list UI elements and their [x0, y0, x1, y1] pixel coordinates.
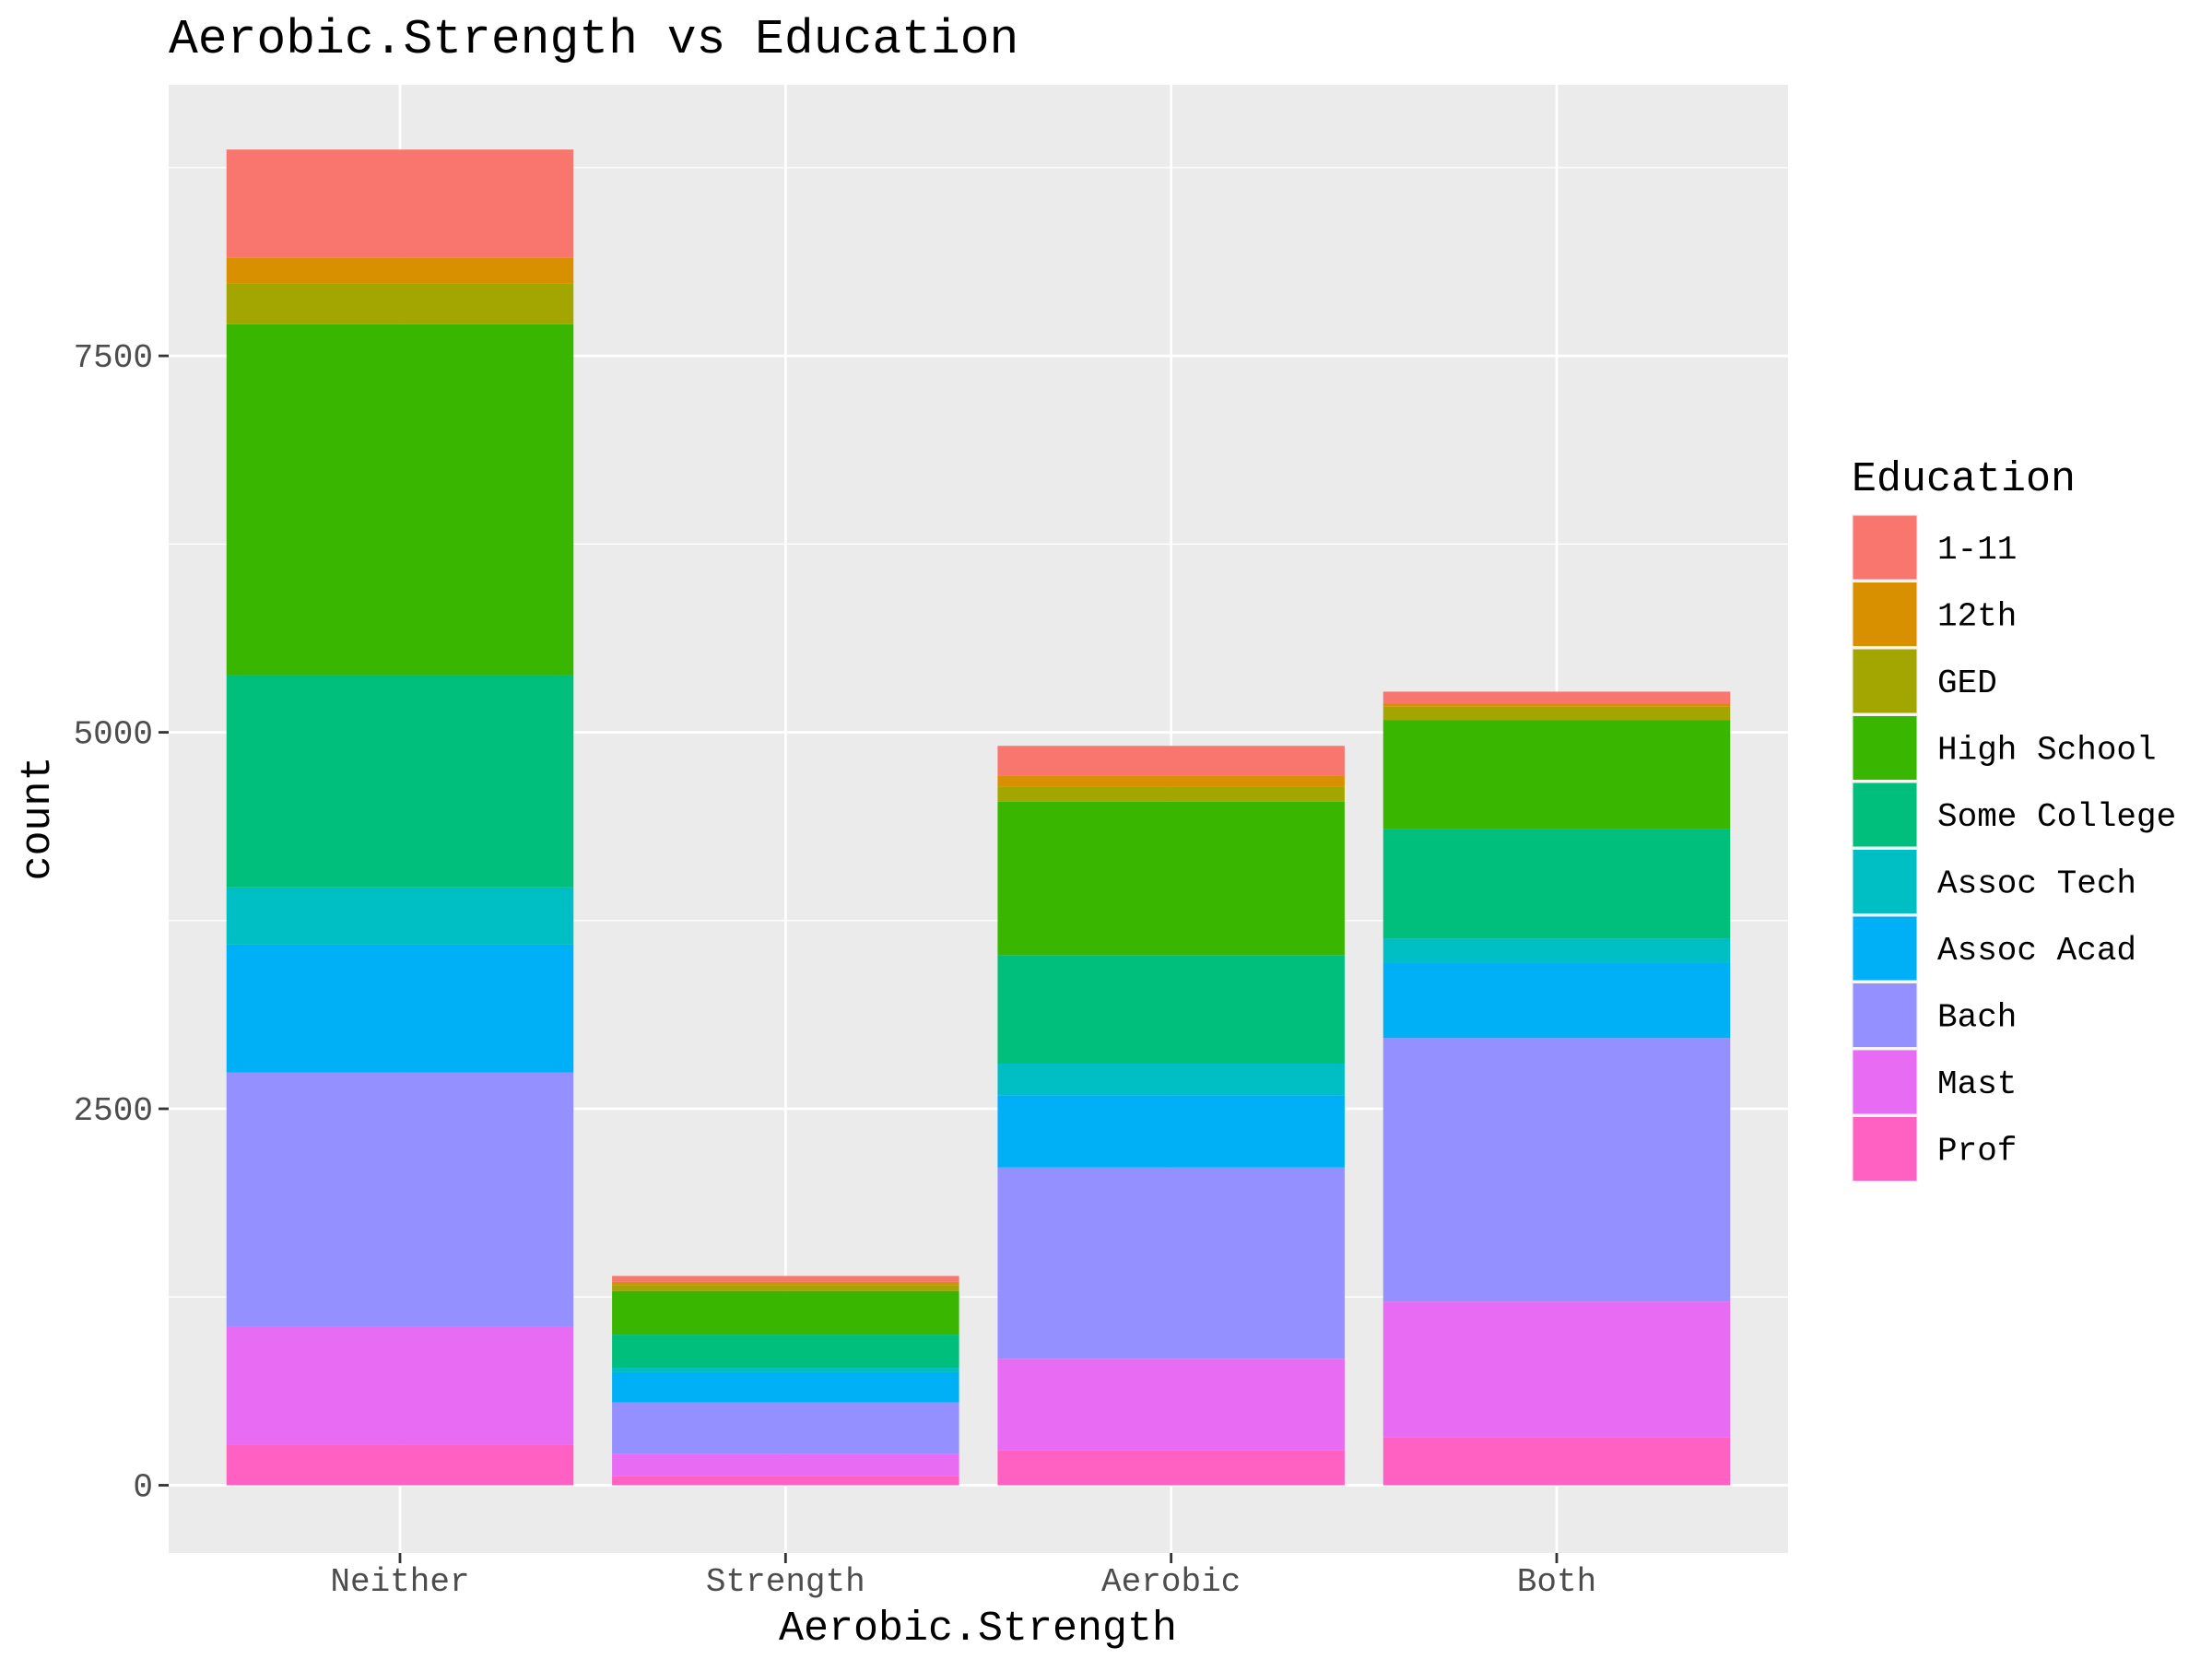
bar-segment-high-school	[612, 1290, 959, 1335]
bar-segment-1-11	[612, 1276, 959, 1282]
bar-stack-both	[1382, 691, 1731, 1486]
y-axis-title: count	[15, 756, 62, 880]
bar-segment-1-11	[997, 746, 1345, 776]
bar-segment-ged	[226, 283, 574, 324]
legend-item: High School	[1852, 714, 2157, 782]
legend-key-swatch	[1853, 515, 1917, 580]
legend-items: 1-11 12th GED High School Some College Assoc …	[1852, 514, 2176, 1182]
legend-label: GED	[1937, 665, 1997, 702]
x-tick-label: Neither	[330, 1563, 469, 1601]
bar-segment-bach	[1382, 1038, 1731, 1302]
bar-segment-some-college	[226, 675, 574, 888]
x-tick-label: Strength	[706, 1563, 865, 1601]
y-tick-label: 7500	[74, 339, 153, 377]
bar-segment-bach	[226, 1072, 574, 1327]
bar-segment-bach	[612, 1402, 959, 1454]
bar-segment-some-college	[1382, 829, 1731, 939]
legend-title: Education	[1852, 456, 2076, 503]
bar-segment-high-school	[997, 801, 1345, 956]
bar-segment-mast	[226, 1326, 574, 1445]
bar-segment-ged	[612, 1285, 959, 1291]
bar-stack-neither	[226, 149, 574, 1486]
legend-label: Prof	[1937, 1133, 2017, 1171]
y-tick-label: 5000	[74, 716, 153, 754]
bar-segment-ged	[997, 786, 1345, 802]
legend-key-swatch	[1853, 1050, 1917, 1114]
legend: Education 1-11 12th GED High School Some Col…	[1852, 456, 2176, 1182]
legend-key-swatch	[1853, 983, 1917, 1047]
legend-label: Assoc Acad	[1937, 932, 2136, 970]
x-tick-label: Both	[1517, 1563, 1596, 1601]
legend-label: 12th	[1937, 598, 2017, 636]
legend-key-swatch	[1853, 782, 1917, 847]
chart-title: Aerobic.Strength vs Education	[169, 12, 1018, 67]
bar-segment-ged	[1382, 706, 1731, 721]
legend-item: Bach	[1852, 982, 2017, 1049]
bar-segment-prof	[612, 1476, 959, 1486]
bar-segment-1-11	[226, 149, 574, 258]
bar-segment-high-school	[226, 324, 574, 676]
bar-segment-prof	[226, 1444, 574, 1486]
bar-segment-12th	[226, 257, 574, 284]
bar-segment-12th	[1382, 703, 1731, 707]
legend-item: Assoc Tech	[1852, 848, 2136, 915]
x-tick-label: Aerobic	[1101, 1563, 1241, 1601]
legend-label: Some College	[1937, 798, 2176, 836]
y-axis: 0 2500 5000 7500	[74, 339, 169, 1506]
x-axis-title: Aerobic.Strength	[779, 1606, 1177, 1653]
legend-label: 1-11	[1937, 531, 2017, 569]
bar-segment-1-11	[1382, 691, 1731, 704]
bar-segment-assoc-acad	[226, 944, 574, 1073]
bar-segment-assoc-acad	[997, 1095, 1345, 1168]
bar-segment-bach	[997, 1167, 1345, 1359]
legend-label: Mast	[1937, 1065, 2017, 1103]
legend-item: GED	[1852, 648, 1997, 714]
bar-segment-assoc-tech	[226, 887, 574, 945]
legend-item: Assoc Acad	[1852, 915, 2136, 982]
bar-segment-some-college	[612, 1335, 959, 1369]
bar-segment-12th	[997, 775, 1345, 787]
legend-key-swatch	[1853, 850, 1917, 913]
bar-stack-aerobic	[997, 746, 1345, 1486]
legend-item: 1-11	[1852, 514, 2017, 581]
bar-segment-high-school	[1382, 720, 1731, 830]
legend-item: Some College	[1852, 782, 2176, 848]
legend-item: 12th	[1852, 581, 2017, 648]
legend-label: Bach	[1937, 999, 2017, 1037]
legend-label: High School	[1937, 732, 2157, 770]
bar-segment-mast	[1382, 1301, 1731, 1438]
bar-segment-mast	[612, 1453, 959, 1477]
bar-segment-some-college	[997, 955, 1345, 1064]
legend-label: Assoc Tech	[1937, 865, 2136, 903]
bar-segment-12th	[612, 1281, 959, 1286]
legend-key-swatch	[1853, 716, 1917, 780]
bars	[226, 149, 1731, 1486]
bar-segment-assoc-acad	[612, 1371, 959, 1403]
legend-key-swatch	[1853, 1117, 1917, 1181]
legend-item: Mast	[1852, 1049, 2017, 1115]
legend-key-swatch	[1853, 649, 1917, 713]
y-tick-label: 0	[133, 1468, 153, 1506]
legend-item: Prof	[1852, 1115, 2017, 1182]
y-tick-label: 2500	[74, 1092, 153, 1130]
bar-stack-strength	[612, 1276, 959, 1486]
x-axis: Neither Strength Aerobic Both	[330, 1553, 1596, 1601]
bar-segment-assoc-tech	[997, 1064, 1345, 1096]
bar-segment-prof	[1382, 1437, 1731, 1486]
bar-segment-mast	[997, 1359, 1345, 1451]
bar-segment-prof	[997, 1450, 1345, 1486]
bar-segment-assoc-tech	[1382, 938, 1731, 963]
bar-segment-assoc-tech	[612, 1368, 959, 1372]
legend-key-swatch	[1853, 916, 1917, 981]
legend-key-swatch	[1853, 582, 1917, 646]
bar-segment-assoc-acad	[1382, 962, 1731, 1039]
